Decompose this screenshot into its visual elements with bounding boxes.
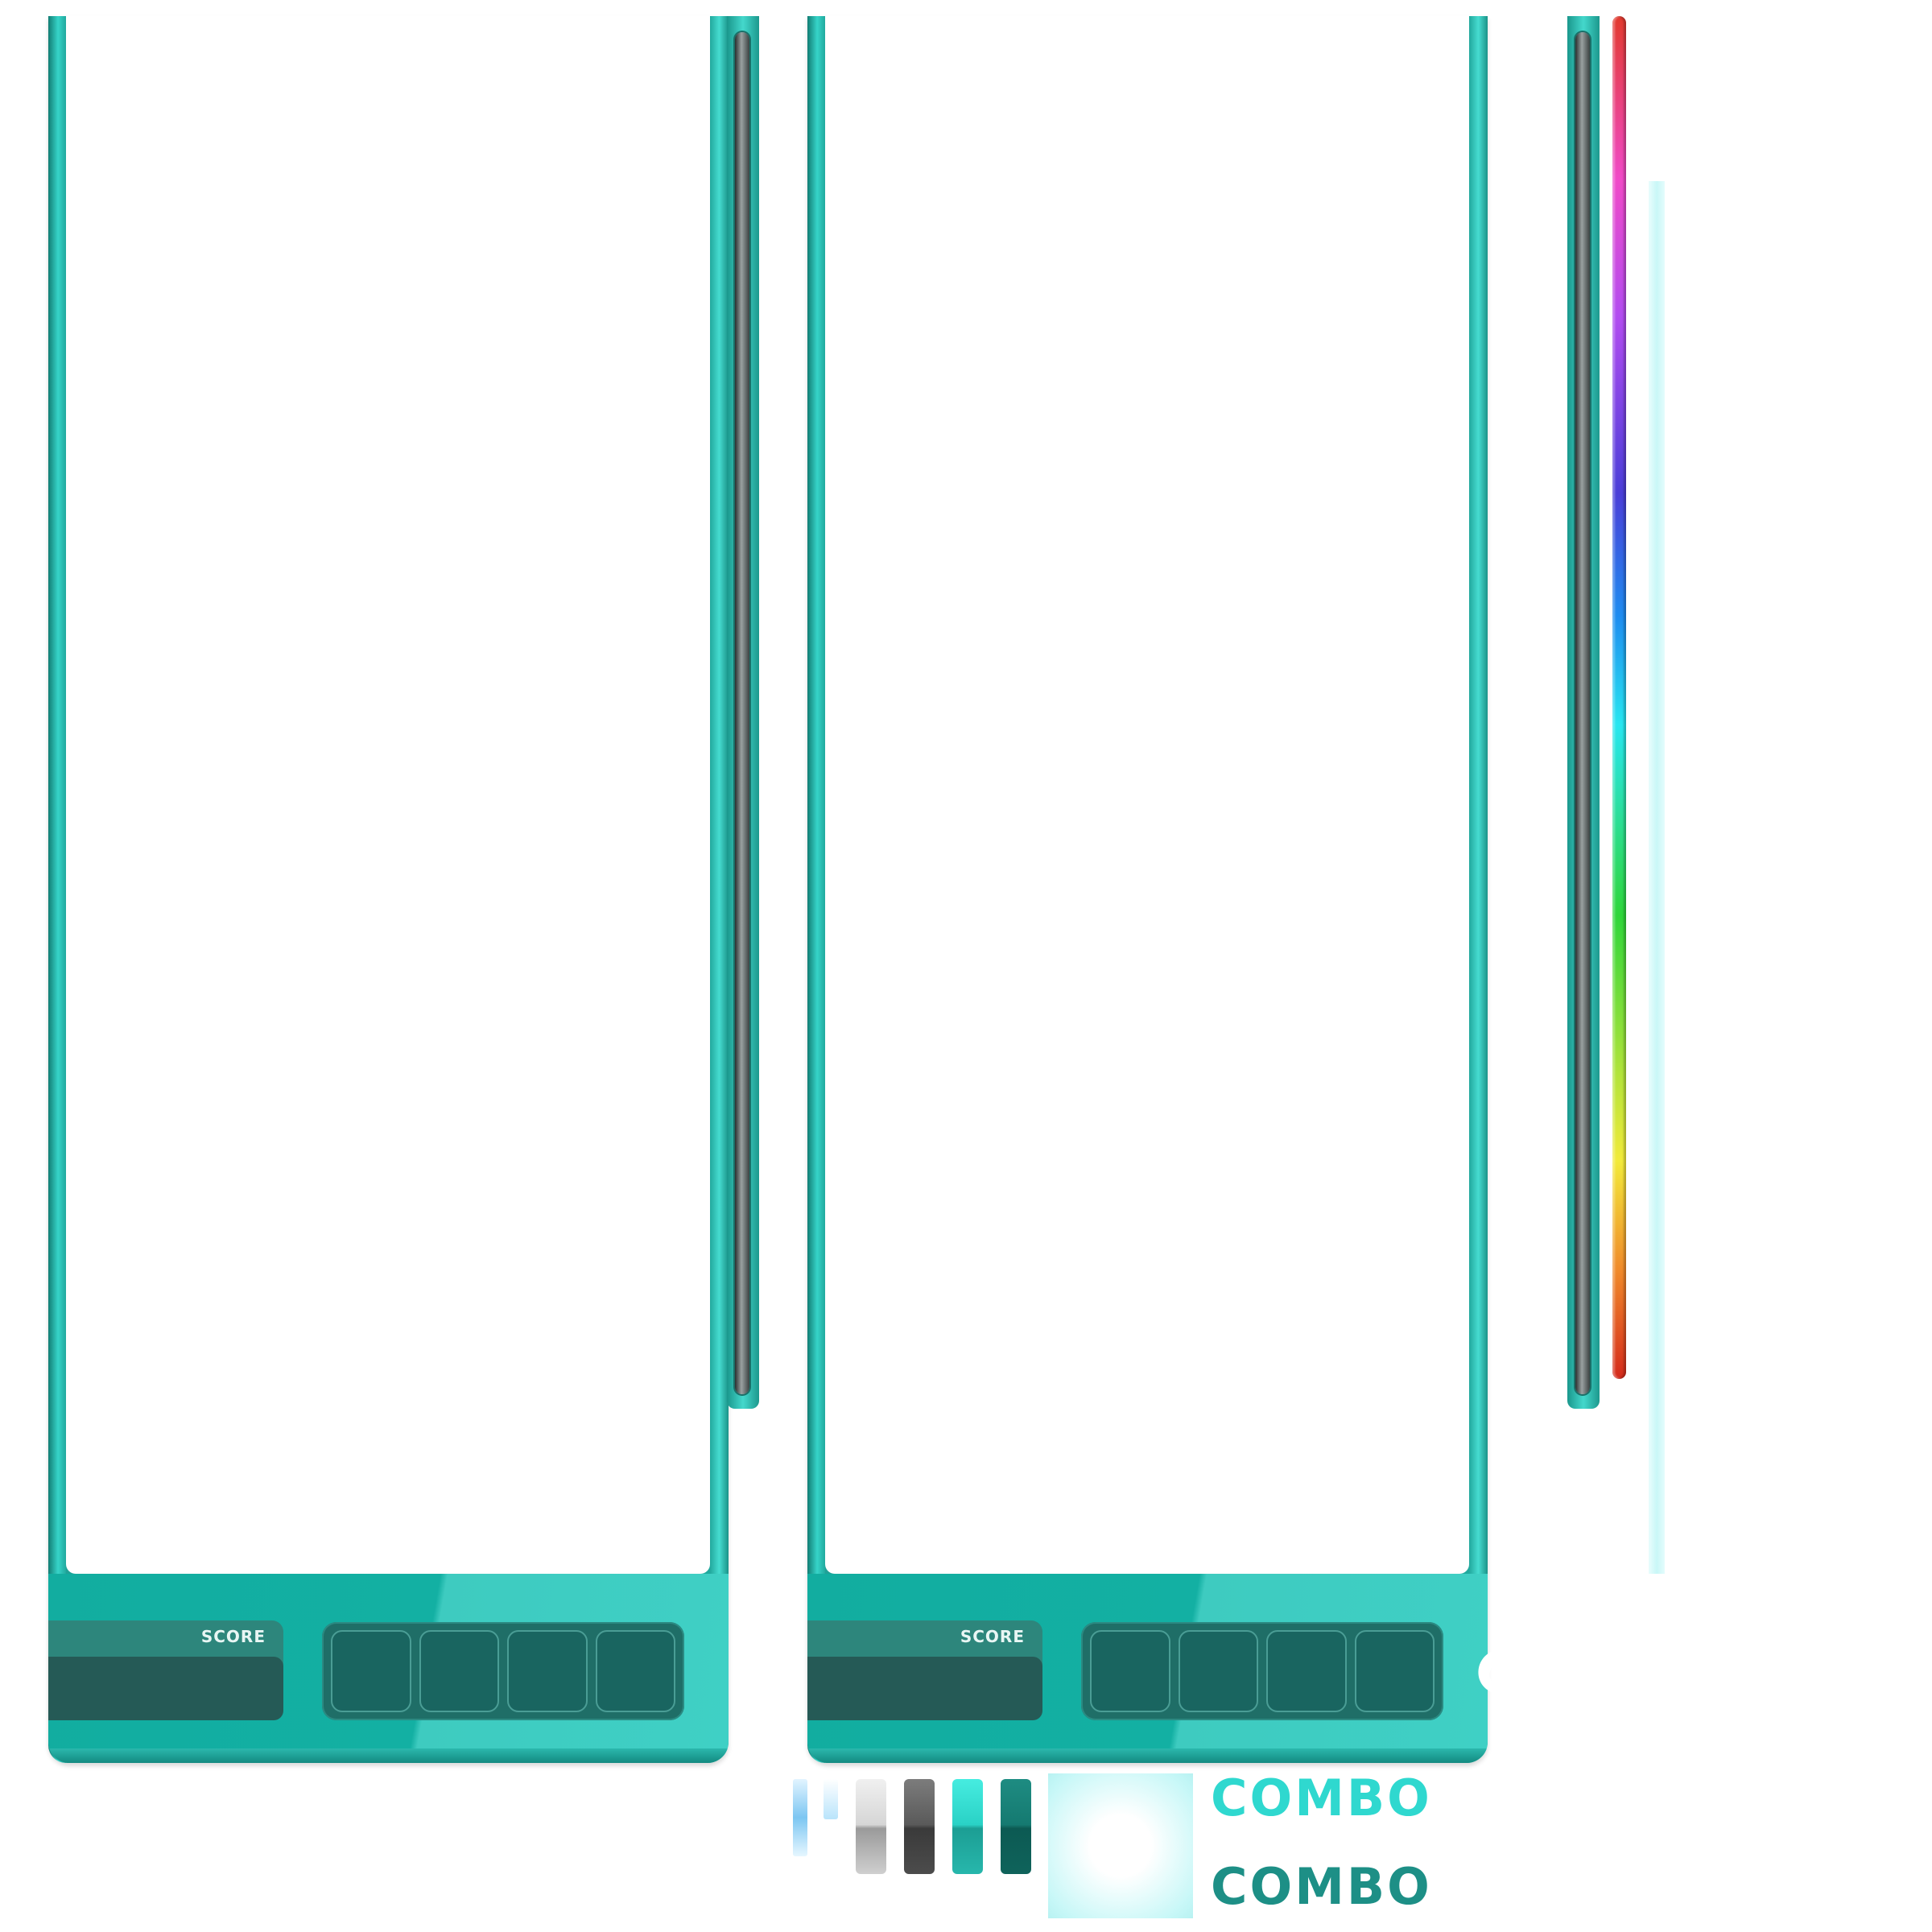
hold-slot[interactable] [331, 1630, 411, 1712]
score-value [48, 1657, 283, 1720]
swatch-grey-dark [904, 1779, 935, 1874]
score-label: SCORE [200, 1627, 266, 1646]
frame-rim-left [710, 16, 729, 1574]
score-label: SCORE [960, 1627, 1025, 1646]
hold-slot[interactable] [507, 1630, 588, 1712]
combo-text-light: COMBO [1211, 1769, 1432, 1827]
hold-slot[interactable] [1178, 1630, 1258, 1712]
hold-slots-left [322, 1622, 684, 1720]
board-area-right [825, 16, 1469, 1574]
frame-rim-right [1469, 16, 1488, 1574]
combo-text-dark: COMBO [1211, 1857, 1432, 1916]
hold-slot[interactable] [595, 1630, 675, 1712]
glow-strip [1649, 181, 1665, 1574]
score-value [807, 1657, 1042, 1720]
bottom-bar-right: SCORE [807, 1574, 1488, 1763]
board-area-left [66, 16, 710, 1574]
hold-slots-right [1081, 1622, 1443, 1720]
swatch-teal-light [952, 1779, 983, 1874]
playfield-frame-left: SCORE [48, 16, 729, 1763]
hold-slot[interactable] [1354, 1630, 1435, 1712]
side-gauge-right [1567, 16, 1600, 1409]
hold-slot[interactable] [1090, 1630, 1170, 1712]
gauge-tube-right [1575, 32, 1590, 1394]
swatch-blue-small [824, 1779, 838, 1819]
side-gauge-left [727, 16, 759, 1409]
swatch-teal-dark [1001, 1779, 1031, 1874]
glow-swatch [1048, 1773, 1193, 1918]
score-panel-left: SCORE [48, 1620, 283, 1720]
rainbow-gauge [1612, 16, 1626, 1379]
hold-slot[interactable] [1266, 1630, 1347, 1712]
score-panel-right: SCORE [807, 1620, 1042, 1720]
hold-slot[interactable] [419, 1630, 499, 1712]
c-swirl-logo-icon [1478, 1649, 1523, 1694]
swatch-blue-light [793, 1779, 807, 1856]
gauge-tube-left [735, 32, 749, 1394]
swatch-grey-light [856, 1779, 886, 1874]
bottom-bar-left: SCORE [48, 1574, 729, 1763]
playfield-frame-right: SCORE [807, 16, 1488, 1763]
